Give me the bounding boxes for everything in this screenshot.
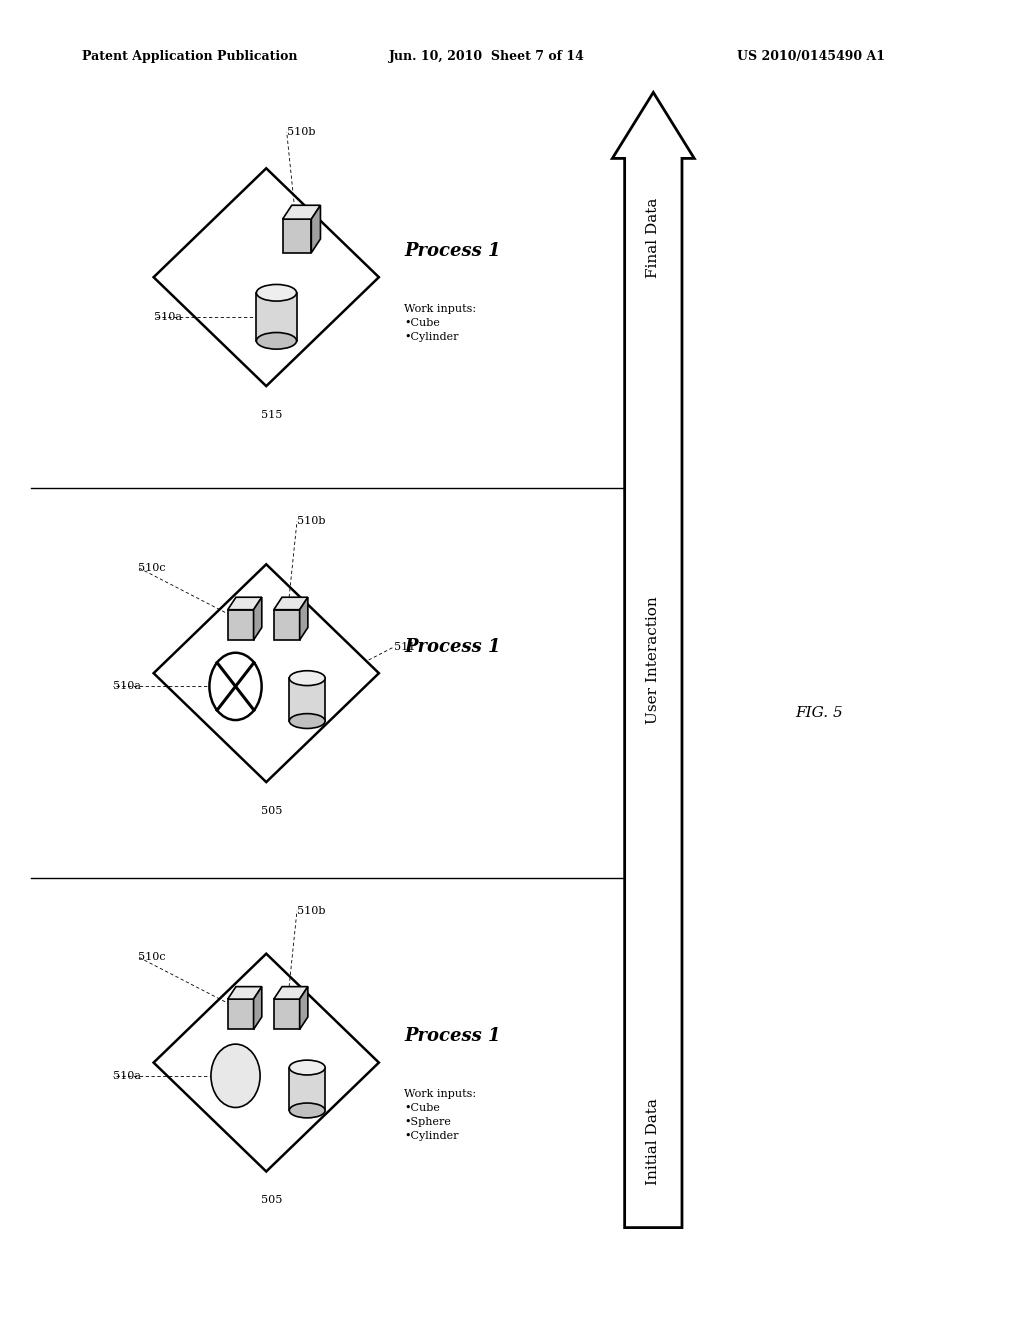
Polygon shape [311, 205, 321, 252]
Text: 510c: 510c [138, 562, 166, 573]
Polygon shape [154, 168, 379, 385]
Polygon shape [612, 92, 694, 1228]
Text: Initial Data: Initial Data [646, 1098, 660, 1185]
Ellipse shape [256, 285, 297, 301]
Polygon shape [227, 999, 254, 1030]
Text: 510a: 510a [154, 312, 181, 322]
Polygon shape [254, 986, 262, 1030]
Polygon shape [256, 293, 297, 341]
Text: 510b: 510b [287, 127, 315, 137]
Text: 510a: 510a [113, 681, 140, 692]
Ellipse shape [211, 1044, 260, 1107]
Text: 511: 511 [394, 642, 416, 652]
Text: Process 1: Process 1 [404, 638, 501, 656]
Polygon shape [283, 205, 321, 219]
Polygon shape [289, 678, 326, 721]
Text: 505: 505 [261, 805, 282, 816]
Polygon shape [273, 610, 300, 640]
Polygon shape [227, 610, 254, 640]
Text: Work inputs:
•Cube
•Sphere
•Cylinder: Work inputs: •Cube •Sphere •Cylinder [404, 1089, 476, 1140]
Text: Process 1: Process 1 [404, 1027, 501, 1045]
Polygon shape [273, 999, 300, 1030]
Text: FIG. 5: FIG. 5 [796, 706, 843, 719]
Polygon shape [227, 597, 262, 610]
Ellipse shape [289, 1060, 326, 1074]
Text: 510a: 510a [113, 1071, 140, 1081]
Text: US 2010/0145490 A1: US 2010/0145490 A1 [737, 50, 886, 63]
Text: 515: 515 [261, 409, 282, 420]
Ellipse shape [289, 1104, 326, 1118]
Polygon shape [273, 597, 308, 610]
Polygon shape [289, 1068, 326, 1110]
Text: 510b: 510b [297, 906, 326, 916]
Ellipse shape [289, 671, 326, 685]
Polygon shape [300, 597, 308, 640]
Ellipse shape [256, 333, 297, 348]
Polygon shape [154, 953, 379, 1172]
Ellipse shape [289, 714, 326, 729]
Polygon shape [154, 565, 379, 781]
Polygon shape [254, 597, 262, 640]
Text: Final Data: Final Data [646, 198, 660, 277]
Text: 510c: 510c [138, 952, 166, 962]
Polygon shape [300, 986, 308, 1030]
Polygon shape [227, 986, 262, 999]
Text: User Interaction: User Interaction [646, 597, 660, 723]
Text: Work inputs:
•Cube
•Cylinder: Work inputs: •Cube •Cylinder [404, 304, 476, 342]
Text: Jun. 10, 2010  Sheet 7 of 14: Jun. 10, 2010 Sheet 7 of 14 [389, 50, 585, 63]
Text: 505: 505 [261, 1196, 282, 1205]
Polygon shape [283, 219, 311, 252]
Polygon shape [273, 986, 308, 999]
Text: Process 1: Process 1 [404, 242, 501, 260]
Text: Patent Application Publication: Patent Application Publication [82, 50, 297, 63]
Text: 510b: 510b [297, 516, 326, 527]
Circle shape [210, 653, 262, 721]
